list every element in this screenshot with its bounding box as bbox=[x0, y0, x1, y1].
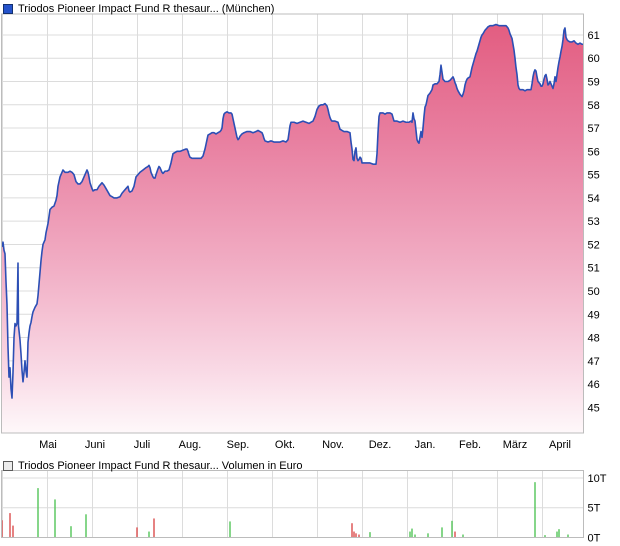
volume-bar bbox=[454, 531, 456, 538]
volume-bar bbox=[353, 531, 355, 538]
price-y-tick-label: 53 bbox=[588, 216, 600, 228]
price-y-tick-label: 59 bbox=[588, 77, 600, 89]
volume-bar bbox=[355, 533, 357, 538]
volume-bar bbox=[12, 525, 14, 538]
volume-bar bbox=[85, 514, 87, 538]
volume-bar bbox=[558, 529, 560, 538]
volume-bar bbox=[451, 520, 453, 538]
price-y-tick-label: 52 bbox=[588, 239, 600, 251]
price-y-tick-label: 51 bbox=[588, 263, 600, 275]
volume-bar bbox=[427, 533, 429, 538]
price-y-tick-label: 49 bbox=[588, 309, 600, 321]
volume-bar bbox=[544, 535, 546, 538]
volume-bar bbox=[441, 527, 443, 538]
month-tick-label: April bbox=[549, 439, 571, 451]
volume-bar bbox=[358, 534, 360, 538]
volume-bar bbox=[229, 521, 231, 538]
volume-bar bbox=[148, 531, 150, 538]
volume-bar bbox=[37, 488, 39, 538]
volume-bar bbox=[567, 534, 569, 538]
volume-series-square-icon bbox=[3, 461, 13, 471]
x-month-labels: Mai Juni Juli Aug. Sep. Okt. Nov. Dez. Jan. Feb. M… bbox=[39, 439, 571, 451]
volume-bar bbox=[411, 528, 413, 538]
price-line bbox=[1, 23, 583, 399]
price-y-tick-label: 54 bbox=[588, 193, 600, 205]
month-tick-label: Juni bbox=[85, 439, 105, 451]
price-y-tick-label: 46 bbox=[588, 379, 600, 391]
month-tick-label: Aug. bbox=[179, 439, 202, 451]
month-tick-label: Mai bbox=[39, 439, 57, 451]
price-chart-title: Triodos Pioneer Impact Fund R thesaur...… bbox=[18, 3, 275, 15]
volume-bar bbox=[409, 531, 411, 538]
volume-y-tick-label: 10T bbox=[588, 473, 607, 485]
price-plot-border bbox=[1, 13, 584, 434]
price-y-tick-label: 47 bbox=[588, 356, 600, 368]
month-tick-label: Jan. bbox=[415, 439, 436, 451]
month-tick-label: Juli bbox=[134, 439, 151, 451]
price-chart-legend: Triodos Pioneer Impact Fund R thesaur...… bbox=[3, 3, 274, 15]
price-y-tick-label: 61 bbox=[588, 30, 600, 42]
price-area bbox=[2, 24, 583, 433]
price-y-tick-label: 60 bbox=[588, 53, 600, 65]
volume-bar bbox=[153, 518, 155, 538]
volume-bar bbox=[9, 513, 11, 538]
price-y-tick-label: 56 bbox=[588, 146, 600, 158]
month-tick-label: März bbox=[503, 439, 527, 451]
volume-plot-border bbox=[1, 470, 584, 538]
volume-bar bbox=[54, 499, 56, 538]
price-series-square-icon bbox=[3, 4, 13, 14]
volume-y-labels: 0T 5T 10T bbox=[588, 473, 607, 545]
volume-chart-legend: Triodos Pioneer Impact Fund R thesaur...… bbox=[3, 460, 303, 472]
volume-bar bbox=[414, 534, 416, 538]
month-tick-label: Nov. bbox=[322, 439, 344, 451]
price-y-tick-label: 58 bbox=[588, 100, 600, 112]
volume-bar bbox=[556, 531, 558, 538]
month-tick-label: Okt. bbox=[275, 439, 295, 451]
price-y-tick-label: 57 bbox=[588, 123, 600, 135]
volume-bar bbox=[462, 534, 464, 538]
volume-bars bbox=[1, 482, 569, 538]
price-y-tick-label: 48 bbox=[588, 333, 600, 345]
volume-bar bbox=[136, 527, 138, 538]
price-y-labels: 45 46 47 48 49 50 51 52 53 54 55 56 57 58 59 60 61 bbox=[588, 30, 600, 414]
price-y-tick-label: 55 bbox=[588, 170, 600, 182]
price-y-tick-label: 45 bbox=[588, 402, 600, 414]
volume-gridlines bbox=[1, 470, 584, 538]
month-tick-label: Sep. bbox=[227, 439, 250, 451]
month-tick-label: Feb. bbox=[459, 439, 481, 451]
volume-y-tick-label: 0T bbox=[588, 533, 601, 545]
volume-bar bbox=[70, 526, 72, 538]
volume-bar bbox=[351, 523, 353, 538]
volume-y-tick-label: 5T bbox=[588, 503, 601, 515]
volume-bar bbox=[369, 532, 371, 538]
volume-chart-title: Triodos Pioneer Impact Fund R thesaur...… bbox=[18, 460, 303, 472]
price-y-tick-label: 50 bbox=[588, 286, 600, 298]
month-tick-label: Dez. bbox=[369, 439, 392, 451]
volume-bar bbox=[534, 482, 536, 538]
